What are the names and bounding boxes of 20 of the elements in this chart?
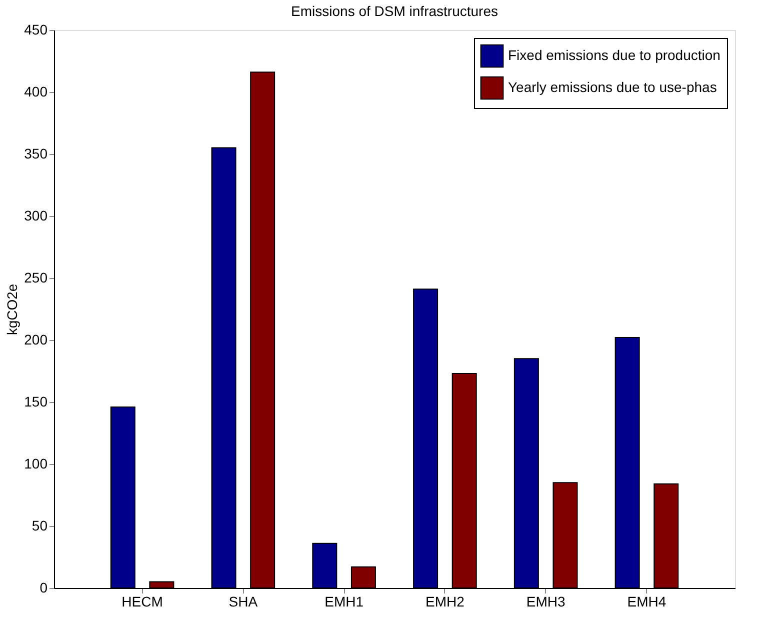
y-tick-label: 450 — [24, 22, 48, 38]
y-tick-label: 100 — [24, 456, 48, 472]
x-tick-label: EMH1 — [324, 594, 364, 610]
y-axis-title: kgCO2e — [4, 284, 20, 336]
x-tick-label: EMH4 — [627, 594, 666, 610]
legend-label: Fixed emissions due to production — [508, 47, 720, 63]
y-tick-label: 300 — [24, 208, 48, 224]
y-tick-label: 200 — [24, 332, 48, 348]
y-tick-label: 350 — [24, 146, 48, 162]
y-tick-label: 400 — [24, 84, 48, 100]
y-tick-label: 150 — [24, 394, 48, 410]
legend-label: Yearly emissions due to use-phas — [508, 79, 717, 95]
x-tick-label: EMH3 — [526, 594, 566, 610]
y-tick-label: 250 — [24, 270, 48, 286]
y-tick-label: 50 — [32, 518, 48, 534]
chart-title: Emissions of DSM infrastructures — [291, 3, 498, 19]
y-tick-label: 0 — [40, 580, 48, 596]
x-tick-label: HECM — [122, 594, 163, 610]
x-tick-label: EMH2 — [425, 594, 465, 610]
x-tick-label: SHA — [228, 594, 258, 610]
